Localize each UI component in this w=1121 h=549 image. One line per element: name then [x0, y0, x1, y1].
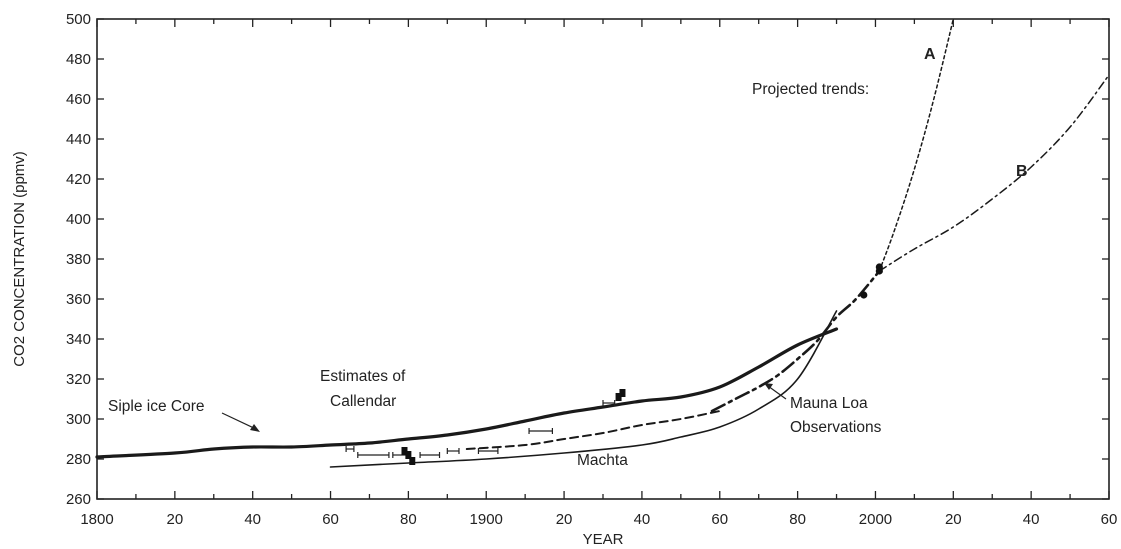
series-line-1 — [329, 310, 838, 468]
y-tick-label: 280 — [66, 451, 91, 468]
y-tick-label: 460 — [66, 91, 91, 108]
x-tick-label: 40 — [244, 511, 261, 528]
x-tick-label: 60 — [711, 511, 728, 528]
data-point — [875, 263, 883, 271]
series-label-a: A — [924, 46, 936, 63]
siple-arrow — [221, 412, 257, 430]
x-tick-label: 40 — [1023, 511, 1040, 528]
y-tick-label: 260 — [66, 491, 91, 508]
x-tick-label: 1900 — [470, 511, 503, 528]
x-tick-label: 80 — [400, 511, 417, 528]
y-tick-label: 420 — [66, 171, 91, 188]
y-tick-label: 380 — [66, 251, 91, 268]
y-tick-label: 340 — [66, 331, 91, 348]
series-line-5 — [878, 74, 1110, 272]
x-tick-label: 2000 — [859, 511, 892, 528]
y-ticks: 260 280 300 320 340 360 380 400 420 440 460 480 500 — [66, 11, 1109, 508]
annotation-callendar-1: Estimates of — [320, 368, 406, 385]
annotation-mauna-loa-2: Observations — [790, 419, 882, 436]
series-layer — [95, 18, 1110, 468]
data-point-square — [405, 451, 412, 459]
x-ticks: 1800 20 40 60 80 1900 20 40 60 80 2000 20 40 60 — [80, 19, 1117, 528]
series-line-3 — [710, 269, 881, 413]
y-tick-label: 300 — [66, 411, 91, 428]
annotation-callendar-2: Callendar — [330, 393, 396, 410]
marker-layer — [345, 263, 883, 465]
series-line-0 — [95, 327, 839, 459]
series-line-4 — [878, 18, 955, 272]
plot-frame — [96, 18, 1110, 500]
annotation-siple-ice-core: Siple ice Core — [108, 398, 205, 415]
x-tick-label: 1800 — [80, 511, 113, 528]
x-tick-label: 20 — [167, 511, 184, 528]
y-tick-label: 320 — [66, 371, 91, 388]
x-tick-label: 40 — [634, 511, 651, 528]
y-tick-label: 480 — [66, 51, 91, 68]
y-tick-label: 360 — [66, 291, 91, 308]
x-tick-label: 20 — [556, 511, 573, 528]
series-line-2 — [465, 410, 721, 450]
data-point-square — [409, 457, 416, 465]
series-label-b: B — [1016, 163, 1028, 180]
x-tick-label: 80 — [789, 511, 806, 528]
x-tick-label: 20 — [945, 511, 962, 528]
mauna-loa-arrow — [767, 385, 787, 400]
x-axis-title: YEAR — [583, 531, 624, 548]
data-point-square — [615, 393, 622, 401]
y-axis-title: CO2 CONCENTRATION (ppmv) — [11, 151, 28, 367]
siple-arrow-head — [250, 424, 260, 432]
annotation-projected-trends: Projected trends: — [752, 81, 869, 98]
y-tick-label: 440 — [66, 131, 91, 148]
annotation-machta: Machta — [577, 452, 628, 469]
data-point-square — [619, 389, 626, 397]
y-tick-label: 400 — [66, 211, 91, 228]
data-point-square — [401, 447, 408, 455]
x-tick-label: 60 — [322, 511, 339, 528]
x-tick-label: 60 — [1101, 511, 1118, 528]
annotation-mauna-loa-1: Mauna Loa — [790, 395, 868, 412]
data-point — [860, 291, 868, 299]
mauna-loa-arrow-head — [764, 383, 773, 390]
y-tick-label: 500 — [66, 11, 91, 28]
